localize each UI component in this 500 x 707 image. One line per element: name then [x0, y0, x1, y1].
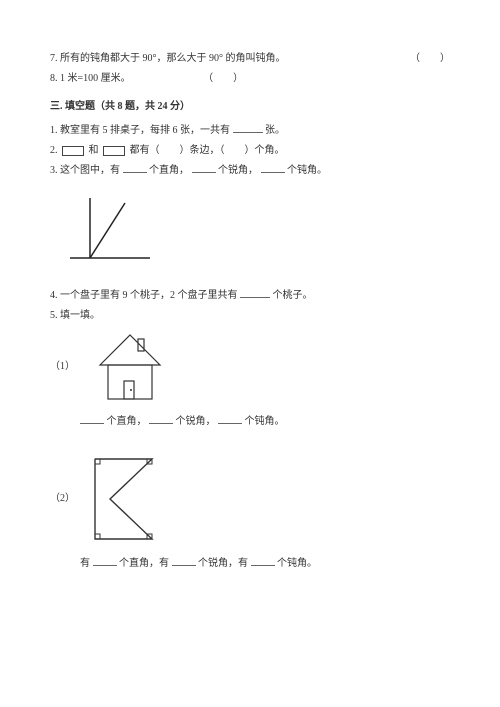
- s3-q5-sub2-ans: 有 个直角，有 个锐角，有 个钝角。: [80, 555, 450, 573]
- s3-q3-b: 个直角，: [149, 165, 189, 176]
- s3-q2-b: 和: [89, 145, 99, 156]
- s2-c: 个锐角，有: [198, 558, 248, 569]
- s3-q4-a: 4. 一个盘子里有 9 个桃子，2 个盘子里共有: [50, 290, 238, 301]
- s1-a: 个直角，: [107, 416, 147, 427]
- blank: [93, 556, 117, 566]
- s3-q5-sub2-row: （2）: [50, 449, 450, 549]
- blank: [240, 288, 270, 298]
- s3-q1-a: 1. 教室里有 5 排桌子，每排 6 张，一共有: [50, 125, 230, 136]
- blank: [192, 163, 216, 173]
- rect-icon: [62, 146, 84, 156]
- s3-q1-b: 张。: [265, 125, 285, 136]
- blank: [261, 163, 285, 173]
- s2-a: 有: [80, 558, 90, 569]
- blank: [123, 163, 147, 173]
- blank: [149, 414, 173, 424]
- q7-paren: （ ）: [410, 50, 450, 68]
- blank: [218, 414, 242, 424]
- s3-q2-a: 2.: [50, 145, 60, 156]
- question-8: 8. 1 米=100 厘米。 （ ）: [50, 70, 450, 88]
- s3-q2: 2. 和 都有（ ）条边，（ ）个角。: [50, 142, 450, 160]
- s3-q3-d: 个钝角。: [287, 165, 327, 176]
- section-3-title: 三. 填空题（共 8 题，共 24 分）: [50, 98, 450, 116]
- s2-b: 个直角，有: [119, 558, 169, 569]
- s3-q1: 1. 教室里有 5 排桌子，每排 6 张，一共有 张。: [50, 122, 450, 140]
- rect-icon: [103, 146, 125, 156]
- s3-q5-sub1-ans: 个直角， 个锐角， 个钝角。: [80, 413, 450, 431]
- blank: [80, 414, 104, 424]
- s2-d: 个钝角。: [277, 558, 317, 569]
- s3-q5-sub1-row: （1）: [50, 327, 450, 407]
- s1-b: 个锐角，: [176, 416, 216, 427]
- kshape-svg: [80, 449, 170, 549]
- blank: [233, 123, 263, 133]
- q8-paren: （ ）: [203, 73, 243, 84]
- s1-c: 个钝角。: [245, 416, 285, 427]
- sub2-label: （2）: [50, 490, 80, 508]
- s3-q4: 4. 一个盘子里有 9 个桃子，2 个盘子里共有 个桃子。: [50, 287, 450, 305]
- s3-q2-c: 都有（ ）条边，（ ）个角。: [130, 145, 285, 156]
- q8-text: 8. 1 米=100 厘米。: [50, 73, 131, 84]
- blank: [251, 556, 275, 566]
- s3-q3: 3. 这个图中，有 个直角， 个锐角， 个钝角。: [50, 162, 450, 180]
- s3-q5: 5. 填一填。: [50, 307, 450, 325]
- question-7: 7. 所有的钝角都大于 90°，那么大于 90° 的角叫钝角。 （ ）: [50, 50, 450, 68]
- angle-svg: [60, 188, 160, 268]
- s3-q4-b: 个桃子。: [273, 290, 313, 301]
- house-svg: [80, 327, 180, 407]
- blank: [172, 556, 196, 566]
- s3-q3-c: 个锐角，: [218, 165, 258, 176]
- sub1-label: （1）: [50, 358, 80, 376]
- figure-angle: [60, 188, 450, 275]
- s3-q3-a: 3. 这个图中，有: [50, 165, 120, 176]
- q7-text: 7. 所有的钝角都大于 90°，那么大于 90° 的角叫钝角。: [50, 53, 286, 64]
